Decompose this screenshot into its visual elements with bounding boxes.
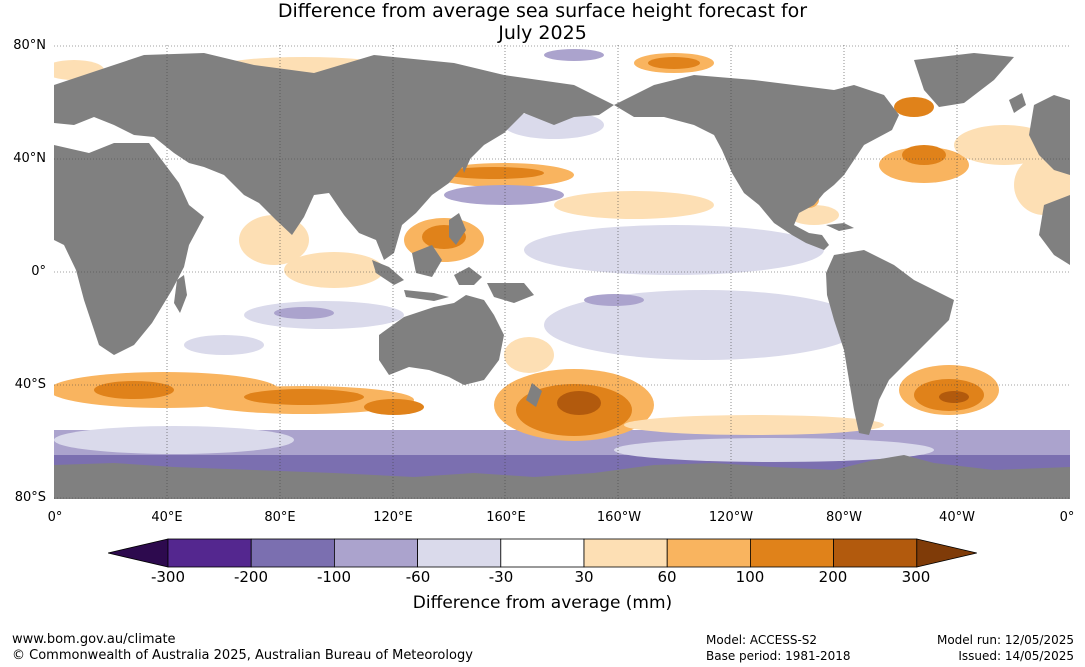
borneo-landmass: [412, 245, 442, 277]
negative-anomaly-patch: [584, 294, 644, 306]
lon-label-40w: 40°W: [939, 510, 975, 525]
tasman-strong-core: [557, 391, 601, 415]
australia-landmass: [379, 295, 504, 385]
negative-anomaly-patch: [614, 438, 934, 462]
lon-label-160w: 160°W: [596, 510, 642, 525]
anomaly-field: [54, 49, 1070, 490]
lat-label-40n: 40°N: [13, 151, 46, 166]
colorbar-title: Difference from average (mm): [412, 593, 673, 613]
north-america-landmass: [614, 75, 899, 250]
africa-landmass: [54, 143, 204, 355]
colorbar-segment: [333, 538, 418, 568]
colorbar-tick-label: -200: [233, 568, 269, 586]
arctic-positive-core: [648, 57, 700, 69]
colorbar-segment: [583, 538, 668, 568]
footer-base-period: Base period: 1981-2018: [706, 649, 851, 663]
footer-issued: Issued: 14/05/2025: [958, 649, 1074, 663]
positive-anomaly-core: [244, 389, 364, 405]
colorbar-segment: [167, 538, 252, 568]
sulawesi-landmass: [454, 267, 482, 285]
sea-surface-height-map: [54, 45, 1070, 499]
pacific-negative-anomaly: [544, 290, 864, 360]
colorbar-tick-label: -30: [488, 568, 514, 586]
lon-label-120w: 120°W: [708, 510, 754, 525]
colorbar-tick-label: 30: [574, 568, 594, 586]
colorbar-segment: [500, 538, 585, 568]
lon-label-80e: 80°E: [264, 510, 296, 525]
eurasia-landmass: [54, 53, 614, 260]
british-isles-landmass: [1009, 93, 1026, 113]
south-america-landmass: [826, 250, 954, 435]
lat-label-80s: 80°S: [14, 490, 46, 505]
philippines-landmass: [449, 213, 466, 245]
footer-model: Model: ACCESS-S2: [706, 633, 818, 647]
footer-copyright: © Commonwealth of Australia 2025, Austra…: [12, 648, 473, 663]
colorbar-tick-label: 200: [818, 568, 848, 586]
java-landmass: [404, 290, 449, 301]
footer-url[interactable]: www.bom.gov.au/climate: [12, 632, 176, 647]
footer-model-run: Model run: 12/05/2025: [936, 633, 1074, 647]
colorbar-tick-label: 300: [901, 568, 931, 586]
lat-label-80n: 80°N: [13, 38, 46, 53]
negative-anomaly-patch: [184, 335, 264, 355]
lat-label-equator: 0°: [31, 264, 46, 279]
positive-anomaly-patch: [504, 337, 554, 373]
lon-label-0-left: 0°: [47, 510, 63, 525]
colorbar-extend-high: [916, 538, 977, 568]
negative-anomaly-patch: [274, 307, 334, 319]
lon-label-40e: 40°E: [151, 510, 183, 525]
land-masses: [54, 53, 1070, 499]
antarctica-landmass: [54, 455, 1070, 499]
lon-label-80w: 80°W: [826, 510, 862, 525]
labrador-positive-core: [894, 97, 934, 117]
positive-anomaly-core: [364, 399, 424, 415]
lat-label-40s: 40°S: [14, 377, 46, 392]
map-title-line-2: July 2025: [498, 22, 587, 44]
gulf-stream-positive-core: [902, 145, 946, 165]
colorbar-segment: [750, 538, 835, 568]
colorbar-tick-label: -60: [405, 568, 431, 586]
colorbar: [108, 538, 977, 568]
western-europe-landmass: [1029, 95, 1070, 175]
west-africa-landmass: [1039, 195, 1070, 265]
japan-landmass: [462, 135, 479, 173]
colorbar-segment: [833, 538, 918, 568]
map-title-line-1: Difference from average sea surface heig…: [277, 0, 808, 22]
negative-anomaly-patch: [54, 426, 294, 454]
colorbar-segment: [417, 538, 502, 568]
colorbar-extend-low: [108, 538, 169, 568]
map-gridlines: [54, 45, 1070, 499]
sumatra-landmass: [372, 260, 404, 285]
new-zealand-landmass: [526, 383, 542, 407]
caribbean-landmass: [826, 223, 854, 231]
colorbar-tick-label: 60: [657, 568, 677, 586]
colorbar-tick-label: 100: [735, 568, 765, 586]
new-guinea-landmass: [487, 283, 534, 303]
madagascar-landmass: [174, 275, 187, 313]
positive-anomaly-core: [94, 381, 174, 399]
positive-anomaly-patch: [624, 415, 884, 435]
arctic-negative-anomaly: [544, 49, 604, 61]
kuroshio-negative-band: [444, 185, 564, 205]
colorbar-segment: [250, 538, 335, 568]
lon-label-160e: 160°E: [486, 510, 526, 525]
lon-label-120e: 120°E: [373, 510, 413, 525]
positive-anomaly-patch: [554, 191, 714, 219]
kuroshio-positive-core: [444, 167, 544, 179]
colorbar-tick-label: -100: [316, 568, 352, 586]
colorbar-segment: [666, 538, 751, 568]
colorbar-tick-label: -300: [150, 568, 186, 586]
greenland-landmass: [914, 53, 1014, 107]
pacific-negative-anomaly: [524, 225, 824, 275]
south-atlantic-strong-core: [939, 391, 969, 403]
lon-label-0-right: 0°: [1059, 510, 1075, 525]
positive-anomaly-patch: [284, 252, 384, 288]
